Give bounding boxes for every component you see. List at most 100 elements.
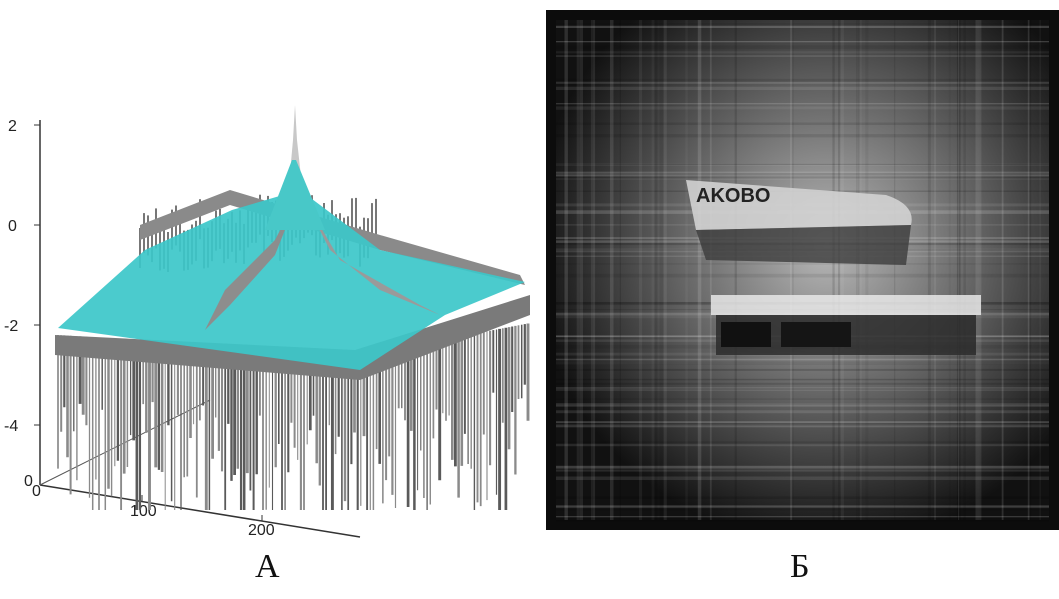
image-streak bbox=[556, 476, 1049, 480]
image-streak bbox=[556, 86, 1049, 90]
image-streak bbox=[556, 368, 1049, 371]
image-streak bbox=[591, 20, 593, 520]
surface-plot-panel: 2 0 -2 -4 0 0 100 200 bbox=[0, 100, 540, 550]
image-streak bbox=[1039, 20, 1041, 520]
image-streak bbox=[556, 378, 1049, 381]
image-streak bbox=[654, 20, 658, 520]
image-streak bbox=[858, 20, 860, 520]
image-streak bbox=[556, 108, 1049, 110]
image-streak bbox=[556, 134, 1049, 138]
image-streak bbox=[556, 387, 1049, 390]
image-streak bbox=[734, 20, 737, 520]
image-streak bbox=[958, 20, 960, 520]
image-streak bbox=[709, 20, 712, 520]
image-streak bbox=[556, 441, 1049, 445]
image-glow bbox=[556, 20, 1049, 520]
image-streak bbox=[556, 163, 1049, 166]
image-streak bbox=[592, 20, 596, 520]
vehicle-window bbox=[721, 322, 771, 347]
image-streak bbox=[651, 20, 655, 520]
image-streak bbox=[556, 496, 1049, 499]
x-tick-label: 100 bbox=[130, 503, 157, 520]
image-streak bbox=[685, 20, 688, 520]
image-streak bbox=[556, 507, 1049, 511]
image-streak bbox=[556, 421, 1049, 424]
image-streak bbox=[556, 387, 1049, 390]
image-streak bbox=[556, 410, 1049, 414]
image-streak bbox=[957, 20, 961, 520]
image-streak bbox=[556, 122, 1049, 125]
panel-b-caption: Б bbox=[790, 548, 810, 585]
image-streak bbox=[556, 424, 1049, 428]
image-streak bbox=[556, 55, 1049, 57]
image-streak bbox=[556, 81, 1049, 84]
airplane-underside bbox=[696, 225, 911, 265]
vehicle-roof bbox=[711, 295, 981, 315]
image-streak bbox=[1029, 20, 1032, 520]
image-streak bbox=[963, 20, 966, 520]
image-streak bbox=[556, 172, 1049, 177]
image-streak bbox=[556, 516, 1049, 518]
image-streak bbox=[639, 20, 643, 520]
image-streak bbox=[865, 20, 869, 520]
image-streak bbox=[956, 20, 961, 520]
image-streak bbox=[556, 403, 1049, 405]
image-streak bbox=[556, 78, 1049, 83]
image-streak bbox=[1027, 20, 1030, 520]
image-streak bbox=[556, 45, 1049, 50]
image-streak bbox=[556, 273, 1049, 278]
image-streak bbox=[556, 103, 1049, 105]
image-streak bbox=[556, 505, 1049, 507]
image-streak bbox=[975, 20, 980, 520]
image-streak bbox=[860, 20, 862, 520]
image-streak bbox=[556, 517, 1049, 522]
image-streak bbox=[556, 358, 1049, 361]
image-streak bbox=[556, 505, 1049, 509]
image-streak bbox=[934, 20, 936, 520]
image-streak bbox=[579, 20, 583, 520]
image-streak bbox=[838, 20, 840, 520]
image-streak bbox=[556, 361, 1049, 365]
image-streak bbox=[697, 20, 702, 520]
image-streak bbox=[556, 382, 1049, 385]
image-streak bbox=[979, 20, 982, 520]
image-streak bbox=[556, 51, 1049, 54]
image-streak bbox=[619, 20, 621, 520]
reconstructed-image-svg: AKOBO bbox=[556, 20, 1049, 522]
image-streak bbox=[556, 469, 1049, 472]
image-streak bbox=[556, 23, 1049, 25]
z-tick-label: 2 bbox=[8, 118, 17, 135]
image-streak bbox=[556, 163, 1049, 165]
image-streak bbox=[841, 20, 844, 520]
image-streak bbox=[556, 443, 1049, 447]
image-streak bbox=[563, 20, 565, 520]
image-streak bbox=[556, 398, 1049, 400]
x-axis bbox=[39, 484, 361, 538]
z-tick-label: -2 bbox=[4, 318, 18, 335]
image-streak bbox=[790, 20, 793, 520]
airplane-fuselage bbox=[686, 180, 912, 230]
image-streak bbox=[556, 106, 1049, 110]
image-streak bbox=[564, 20, 568, 520]
surface-peak-base bbox=[265, 160, 325, 230]
image-streak bbox=[556, 387, 1049, 391]
z-tick-label: 0 bbox=[8, 218, 17, 235]
image-streak bbox=[576, 20, 580, 520]
image-streak bbox=[856, 20, 858, 520]
vehicle-window bbox=[781, 322, 851, 347]
surface-plot-svg: 2 0 -2 -4 0 0 100 200 bbox=[4, 105, 530, 539]
image-streak bbox=[556, 177, 1049, 179]
panel-a-caption: А bbox=[255, 548, 280, 585]
image-streak bbox=[556, 263, 1049, 265]
image-streak bbox=[556, 175, 1049, 177]
image-streak bbox=[832, 20, 835, 520]
reconstructed-image-panel: AKOBO bbox=[546, 10, 1059, 530]
x-tick-label: 200 bbox=[248, 522, 275, 539]
image-streak bbox=[663, 20, 667, 520]
image-streak bbox=[948, 20, 951, 520]
image-streak bbox=[556, 25, 1049, 28]
image-streak bbox=[610, 20, 614, 520]
z-tick-label: -4 bbox=[4, 418, 18, 435]
image-streak bbox=[556, 465, 1049, 469]
image-streak bbox=[556, 423, 1049, 426]
